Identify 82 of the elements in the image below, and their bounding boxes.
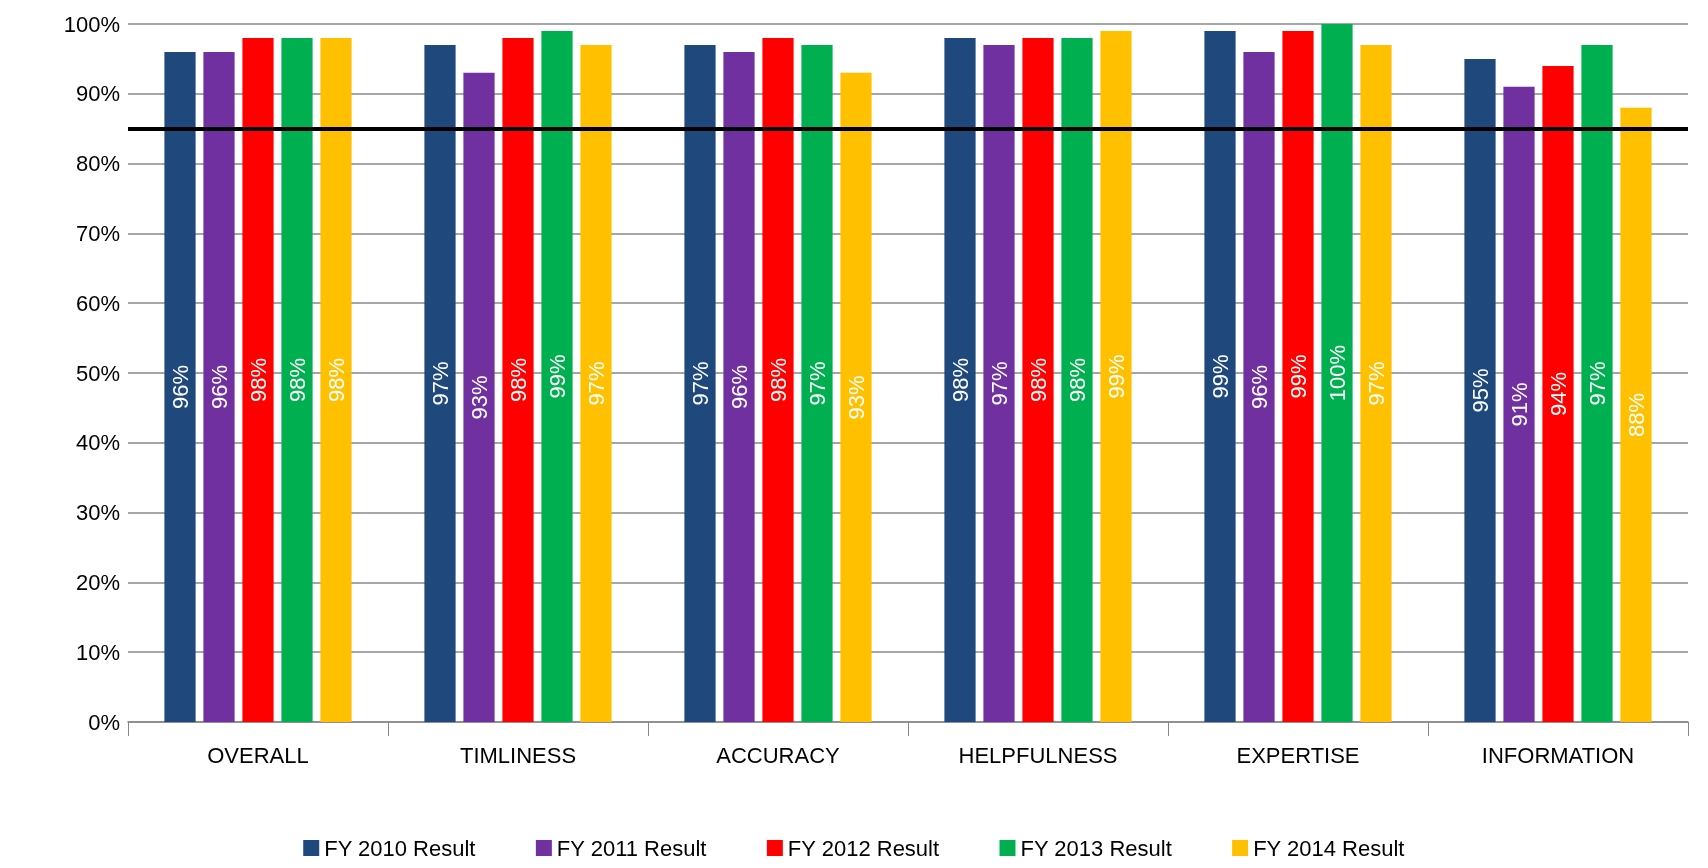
data-label: 95% xyxy=(1467,368,1493,413)
data-label: 98% xyxy=(765,357,791,402)
data-label: 99% xyxy=(544,354,570,399)
data-label: 98% xyxy=(284,357,310,402)
y-tick-label: 20% xyxy=(75,569,120,595)
legend-label: FY 2012 Result xyxy=(787,835,940,861)
data-label: 98% xyxy=(1025,357,1051,402)
data-label: 96% xyxy=(206,364,232,409)
bar xyxy=(1581,44,1613,722)
bar xyxy=(1620,107,1652,722)
data-label: 97% xyxy=(687,361,713,406)
y-tick-label: 100% xyxy=(63,11,120,37)
data-label: 94% xyxy=(1545,371,1571,416)
data-label: 97% xyxy=(427,361,453,406)
data-label: 98% xyxy=(1064,357,1090,402)
bar xyxy=(1360,44,1392,722)
bar xyxy=(1061,37,1093,722)
x-tick-label: INFORMATION xyxy=(1481,742,1635,768)
bar xyxy=(242,37,274,722)
data-label: 96% xyxy=(726,364,752,409)
legend-label: FY 2010 Result xyxy=(324,835,476,861)
bar xyxy=(684,44,716,722)
bar xyxy=(320,37,352,722)
bar xyxy=(1282,30,1314,722)
bar xyxy=(580,44,612,722)
data-label: 97% xyxy=(804,361,830,406)
data-label: 97% xyxy=(1363,361,1389,406)
bar xyxy=(164,51,196,722)
x-tick-label: HELPFULNESS xyxy=(958,742,1118,768)
data-label: 97% xyxy=(1584,361,1610,406)
data-label: 91% xyxy=(1506,382,1532,427)
y-tick-label: 40% xyxy=(75,430,120,456)
bar xyxy=(1100,30,1132,722)
y-tick-label: 0% xyxy=(88,709,120,735)
bar xyxy=(1022,37,1054,722)
bar xyxy=(840,72,872,722)
bar xyxy=(1542,65,1574,722)
y-tick-label: 70% xyxy=(75,220,120,246)
data-label: 98% xyxy=(245,357,271,402)
bar xyxy=(502,37,534,722)
y-tick-label: 30% xyxy=(75,500,120,526)
data-label: 93% xyxy=(466,375,492,420)
data-label: 100% xyxy=(1324,344,1350,402)
data-label: 99% xyxy=(1207,354,1233,399)
x-tick-label: ACCURACY xyxy=(716,742,841,768)
bar xyxy=(1204,30,1236,722)
data-label: 98% xyxy=(947,357,973,402)
bar xyxy=(1503,86,1535,722)
bar xyxy=(203,51,235,722)
data-label: 96% xyxy=(167,364,193,409)
x-tick-label: OVERALL xyxy=(207,742,309,768)
data-label: 98% xyxy=(505,357,531,402)
bar xyxy=(541,30,573,722)
bar xyxy=(424,44,456,722)
bar xyxy=(723,51,755,722)
data-label: 98% xyxy=(323,357,349,402)
bar xyxy=(762,37,794,722)
x-tick-label: EXPERTISE xyxy=(1236,742,1360,768)
legend-label: FY 2013 Result xyxy=(1020,835,1172,861)
bar xyxy=(983,44,1015,722)
x-tick-label: TIMLINESS xyxy=(459,742,577,768)
data-label: 99% xyxy=(1103,354,1129,399)
data-label: 88% xyxy=(1623,392,1649,437)
bar xyxy=(463,72,495,722)
bar xyxy=(1321,24,1353,722)
y-tick-label: 10% xyxy=(75,639,120,665)
bar xyxy=(801,44,833,722)
data-label: 96% xyxy=(1246,364,1272,409)
bar xyxy=(281,37,313,722)
y-tick-label: 50% xyxy=(75,360,120,386)
data-label: 97% xyxy=(583,361,609,406)
bar xyxy=(1464,58,1496,722)
y-tick-label: 80% xyxy=(75,151,120,177)
bar xyxy=(1243,51,1275,722)
legend-label: FY 2011 Result xyxy=(556,835,707,861)
data-label: 93% xyxy=(843,375,869,420)
y-tick-label: 90% xyxy=(75,81,120,107)
legend-label: FY 2014 Result xyxy=(1253,835,1405,861)
y-tick-label: 60% xyxy=(75,290,120,316)
data-label: 97% xyxy=(986,361,1012,406)
data-label: 99% xyxy=(1285,354,1311,399)
bar xyxy=(944,37,976,722)
